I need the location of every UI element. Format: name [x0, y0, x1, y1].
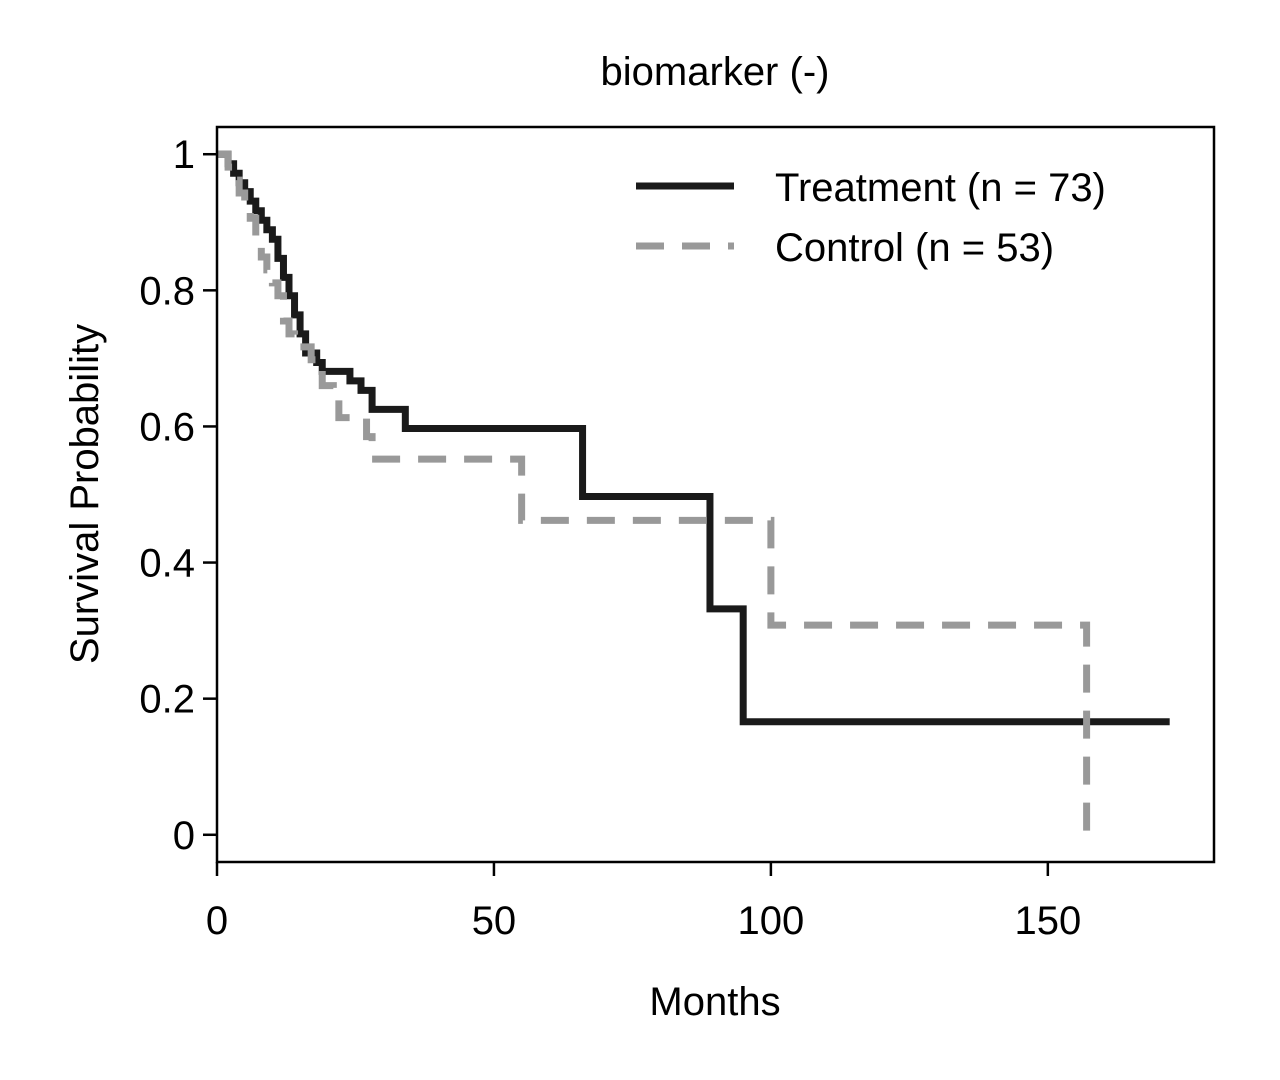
plot-area [217, 150, 1170, 835]
legend-label-treatment: Treatment (n = 73) [775, 166, 1106, 210]
x-axis: 0 50 100 150 [206, 862, 1081, 943]
chart-title: biomarker (-) [601, 50, 830, 94]
x-tick-label: 100 [738, 899, 805, 943]
series-line-control [217, 150, 1091, 835]
y-tick-label: 0.2 [139, 678, 195, 722]
y-tick-label: 0.8 [139, 269, 195, 313]
y-tick-label: 0.4 [139, 542, 195, 586]
y-tick-label: 0.6 [139, 405, 195, 449]
x-tick-label: 150 [1014, 899, 1081, 943]
legend-label-control: Control (n = 53) [775, 226, 1054, 270]
plot-frame [215, 125, 1216, 864]
y-tick-label: 1 [173, 133, 195, 177]
y-tick-label: 0 [173, 814, 195, 858]
legend: Treatment (n = 73) Control (n = 53) [636, 166, 1106, 270]
y-axis: 0 0.2 0.4 0.6 0.8 1 [139, 133, 217, 858]
x-axis-label: Months [649, 980, 780, 1024]
y-axis-label: Survival Probability [63, 324, 107, 664]
x-tick-label: 0 [206, 899, 228, 943]
x-tick-label: 50 [472, 899, 517, 943]
